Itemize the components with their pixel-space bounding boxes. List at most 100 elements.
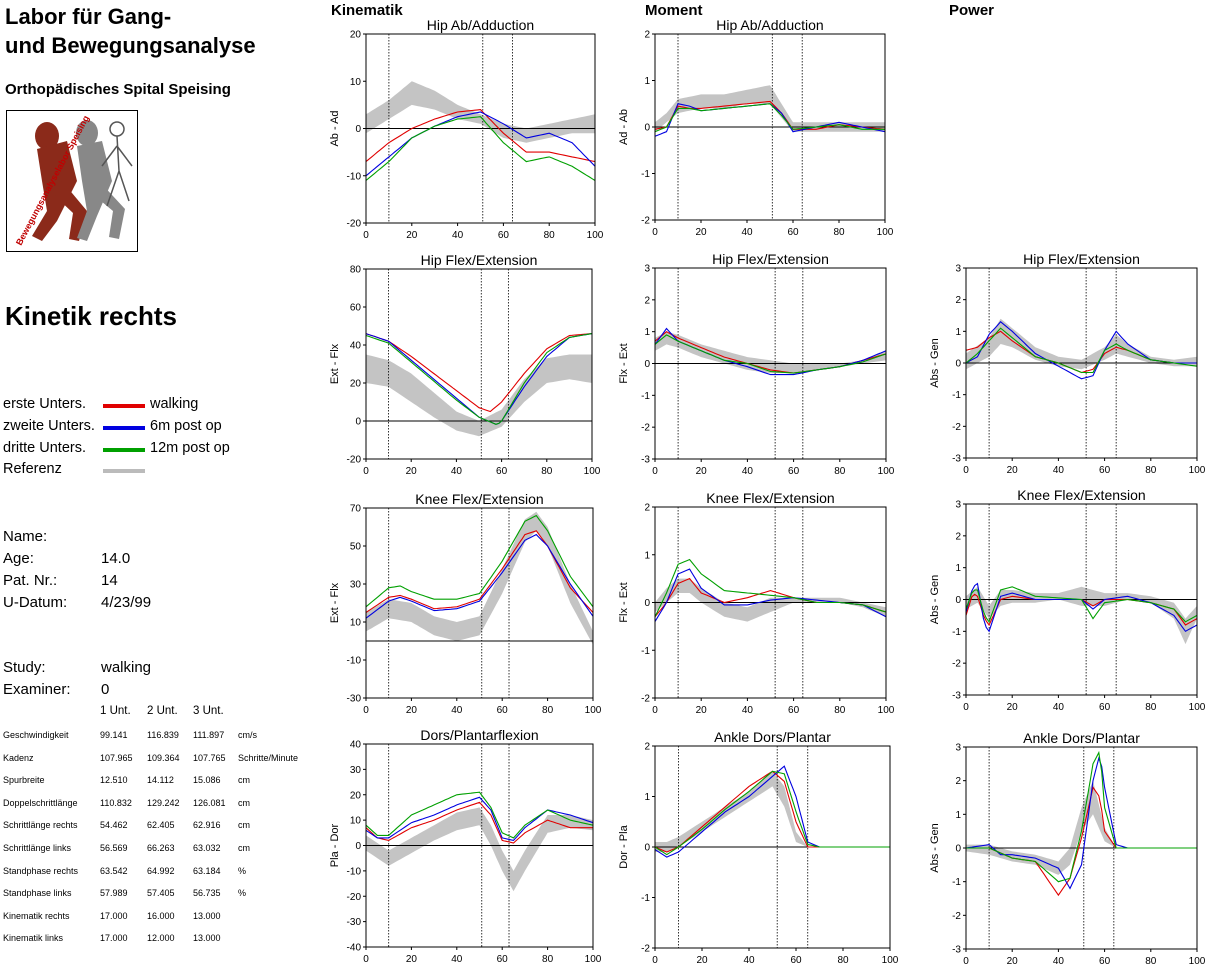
y-tick-label: -40 xyxy=(347,943,362,954)
series-line-1 xyxy=(966,786,1197,897)
series-line-3 xyxy=(365,791,594,839)
x-tick-label: 80 xyxy=(1145,956,1157,967)
y-tick-label: 0 xyxy=(644,843,650,854)
series-line-3 xyxy=(654,103,885,133)
chart-kin-hip-abd: -20 -10 0 10 20 0 20 40 60 80 100 Hip Ab/Adduction A… xyxy=(329,17,604,241)
y-tick-label: -2 xyxy=(641,423,650,434)
param-value: 111.897 xyxy=(193,730,225,740)
y-tick-label: 0 xyxy=(355,124,361,135)
x-tick-label: 100 xyxy=(877,227,894,238)
x-tick-label: 100 xyxy=(878,466,895,477)
param-value: 129.242 xyxy=(147,797,180,808)
param-name: Standphase rechts xyxy=(3,865,79,876)
y-tick-label: 40 xyxy=(350,341,362,352)
x-tick-label: 0 xyxy=(652,705,658,716)
y-tick-label: 60 xyxy=(350,303,362,314)
param-value: 17.000 xyxy=(100,933,128,944)
param-value: 62.405 xyxy=(147,820,175,831)
reference-band xyxy=(366,81,595,143)
reference-band xyxy=(966,586,1197,645)
param-value: 99.141 xyxy=(100,730,128,740)
series-line-3 xyxy=(654,558,887,618)
info-value: walking xyxy=(101,659,152,676)
x-tick-label: 100 xyxy=(878,705,895,716)
plot-frame xyxy=(365,507,594,699)
chart-title: Knee Flex/Extension xyxy=(706,490,834,506)
y-tick-label: 2 xyxy=(955,776,961,787)
chart-title: Hip Ab/Adduction xyxy=(427,17,534,33)
info-label: Pat. Nr.: xyxy=(3,572,58,589)
info-row: Pat. Nr.: 14 xyxy=(3,572,118,589)
x-tick-label: 60 xyxy=(788,705,800,716)
x-tick-label: 80 xyxy=(544,230,556,241)
param-column-header: 2 Unt. xyxy=(147,705,178,717)
param-name: Spurbreite xyxy=(3,775,45,786)
chart-title: Dors/Plantarflexion xyxy=(420,727,538,743)
x-tick-label: 100 xyxy=(1189,702,1206,713)
y-tick-label: -1 xyxy=(952,627,961,638)
x-tick-label: 60 xyxy=(497,705,509,716)
param-value: 110.832 xyxy=(100,797,132,808)
y-tick-label: 1 xyxy=(955,810,961,821)
y-tick-label: 10 xyxy=(350,77,362,88)
y-tick-label: 20 xyxy=(350,790,362,801)
y-tick-label: -3 xyxy=(952,454,961,465)
y-tick-label: -10 xyxy=(347,656,362,667)
chart-title: Hip Flex/Extension xyxy=(1023,251,1140,267)
param-value: 57.989 xyxy=(100,888,128,899)
param-value: 13.000 xyxy=(193,910,221,921)
param-value: 107.765 xyxy=(193,752,226,763)
x-tick-label: 20 xyxy=(696,955,708,966)
x-tick-label: 0 xyxy=(652,466,658,477)
y-tick-label: 1 xyxy=(644,327,650,338)
param-unit: cm xyxy=(238,797,250,808)
series-line-3 xyxy=(365,116,596,181)
x-tick-label: 40 xyxy=(1053,956,1065,967)
y-tick-label: -1 xyxy=(952,877,961,888)
y-tick-label: 2 xyxy=(644,30,650,41)
reference-band xyxy=(366,807,593,892)
x-tick-label: 80 xyxy=(542,954,554,965)
info-row: Name: xyxy=(3,528,47,545)
x-tick-label: 100 xyxy=(587,230,604,241)
y-axis-label: Dor - Pla xyxy=(618,824,630,868)
series-line-3 xyxy=(965,586,1198,623)
y-tick-label: -1 xyxy=(641,391,650,402)
x-tick-label: 60 xyxy=(1099,702,1111,713)
param-value: 109.364 xyxy=(147,752,180,763)
legend-swatch xyxy=(103,469,145,473)
chart-pow-hip: -3 -2 -1 0 1 2 3 0 20 40 60 80 100 Hip Flex/Extension… xyxy=(929,251,1206,476)
y-tick-label: 0 xyxy=(955,359,961,370)
x-tick-label: 40 xyxy=(1053,465,1065,476)
param-value: 56.569 xyxy=(100,843,128,853)
x-tick-label: 100 xyxy=(585,954,602,965)
x-tick-label: 80 xyxy=(1145,702,1157,713)
y-axis-label: Ext - Flx xyxy=(329,343,341,384)
y-tick-label: -30 xyxy=(347,694,362,705)
x-tick-label: 100 xyxy=(1189,465,1206,476)
series-line-3 xyxy=(965,327,1198,374)
legend-swatch xyxy=(103,404,145,408)
param-value: 15.086 xyxy=(193,775,221,786)
y-tick-label: 3 xyxy=(644,264,650,275)
chart-title: Hip Flex/Extension xyxy=(712,251,829,267)
param-value: 12.510 xyxy=(100,775,128,786)
chart-pow-ankle: -3 -2 -1 0 1 2 3 0 20 40 60 80 100 Ankle Dors/Plantar… xyxy=(929,730,1206,967)
chart-kin-knee-flex: -30 -10 10 30 50 70 0 20 40 60 80 100 Knee Flex/Exte… xyxy=(329,491,602,716)
y-tick-label: 30 xyxy=(350,765,362,776)
y-tick-label: -10 xyxy=(347,866,362,877)
chart-kin-ankle: -40 -30 -20 -10 0 10 20 30 40 0 20 40 60 80 100 Dors/Pl… xyxy=(329,727,602,965)
info-row: Study: walking xyxy=(3,659,151,676)
y-tick-label: 10 xyxy=(350,816,362,827)
x-tick-label: 60 xyxy=(1099,465,1111,476)
info-label: U-Datum: xyxy=(3,594,68,611)
info-value: 0 xyxy=(101,681,110,698)
param-value: 54.462 xyxy=(100,820,128,831)
legend-exam-label: dritte Unters. xyxy=(3,440,86,456)
x-tick-label: 80 xyxy=(834,466,846,477)
legend-entry: erste Unters. walking xyxy=(3,396,198,412)
x-tick-label: 0 xyxy=(363,466,369,477)
series-line-2 xyxy=(365,111,596,177)
y-tick-label: 50 xyxy=(350,542,362,553)
